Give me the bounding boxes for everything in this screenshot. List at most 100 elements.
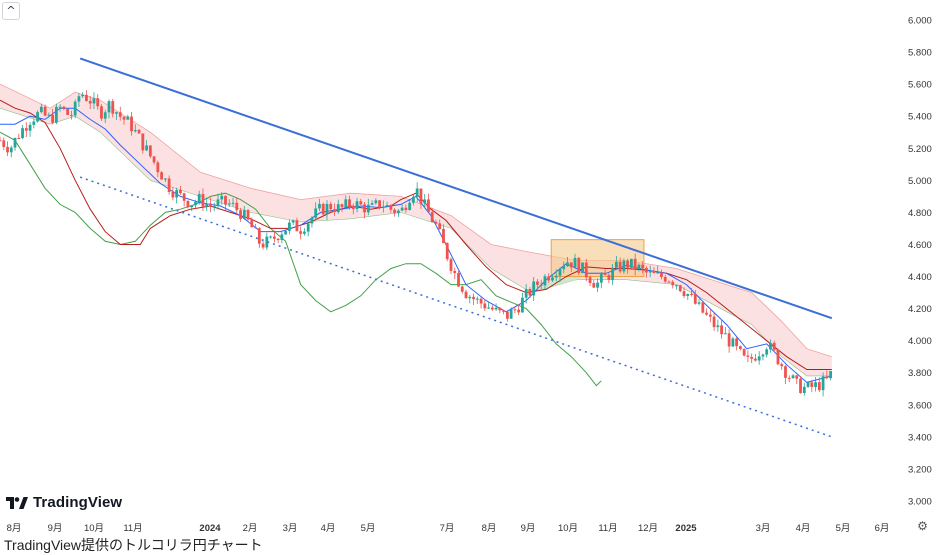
candle-body	[220, 195, 224, 200]
candle-body	[490, 307, 494, 310]
x-tick-label: 4月	[321, 523, 336, 534]
candle-body	[179, 189, 182, 194]
candle-body	[100, 106, 103, 119]
candle-body	[96, 98, 100, 107]
candle-body	[761, 354, 765, 357]
candle-body	[227, 203, 231, 205]
candle-body	[39, 106, 43, 113]
candle-body	[622, 260, 626, 272]
candle-body	[479, 298, 483, 304]
candle-body	[581, 262, 584, 274]
candle-body	[738, 346, 742, 350]
candle-body	[400, 207, 404, 211]
candle-body	[85, 94, 88, 101]
candle-body	[513, 309, 517, 311]
candle-body	[825, 376, 829, 379]
candle-body	[137, 129, 141, 134]
candle-body	[442, 228, 445, 244]
candle-body	[765, 349, 769, 355]
candle-body	[735, 338, 739, 347]
candle-body	[430, 212, 434, 222]
candle-body	[618, 261, 622, 272]
candle-body	[314, 208, 318, 218]
candle-body	[156, 162, 160, 173]
candle-body	[528, 289, 532, 296]
candle-body	[810, 382, 814, 388]
tradingview-logo-text: TradingView	[33, 494, 123, 511]
candle-body	[468, 296, 472, 299]
candle-body	[265, 236, 269, 248]
candle-body	[254, 227, 257, 229]
y-tick-label: 5.000	[908, 176, 932, 187]
candle-body	[671, 281, 675, 286]
candle-body	[28, 124, 32, 131]
candle-body	[577, 257, 581, 274]
candle-body	[521, 297, 524, 313]
candle-body	[772, 342, 776, 350]
candle-body	[543, 276, 547, 286]
candle-body	[374, 200, 378, 204]
candle-body	[453, 270, 457, 274]
candle-body	[381, 206, 385, 208]
candle-body	[13, 137, 17, 148]
candle-body	[333, 209, 336, 213]
x-axis: 8月 9月 10月 11月 2024 2月 3月 4月 5月 7月 8月 9月 10月 11月 12月 202…	[7, 523, 890, 534]
candle-body	[603, 274, 607, 276]
candle-body	[303, 231, 306, 234]
candlesticks	[0, 90, 832, 397]
y-tick-label: 4.000	[908, 336, 932, 347]
candle-body	[32, 121, 36, 125]
candle-body	[494, 307, 498, 310]
x-tick-label: 2月	[243, 523, 258, 534]
candle-body	[412, 196, 415, 203]
candle-body	[720, 325, 723, 335]
candle-body	[73, 101, 77, 116]
highlight-zone	[550, 239, 645, 278]
candle-body	[393, 209, 397, 214]
candle-body	[216, 199, 220, 207]
candle-body	[614, 261, 618, 268]
candle-body	[648, 270, 652, 273]
candle-body	[584, 262, 588, 278]
y-tick-label: 3.200	[908, 464, 932, 475]
candle-body	[596, 282, 599, 288]
candle-body	[821, 376, 825, 391]
candle-body	[51, 114, 55, 123]
candle-body	[70, 114, 73, 116]
cloud-upper-line	[0, 83, 832, 358]
collapse-button[interactable]: ^	[2, 2, 20, 20]
candle-body	[295, 220, 299, 232]
chevron-up-icon: ^	[6, 4, 16, 17]
candle-body	[340, 204, 344, 208]
upper-trendline	[79, 57, 833, 320]
candle-body	[92, 98, 96, 104]
candle-body	[637, 264, 641, 270]
candle-body	[81, 94, 85, 97]
candle-body	[633, 258, 637, 270]
candle-body	[47, 114, 51, 116]
candle-body	[141, 133, 145, 151]
candle-body	[130, 116, 133, 132]
x-tick-label: 8月	[7, 523, 22, 534]
candle-body	[795, 375, 799, 379]
cloud-area	[0, 84, 832, 376]
highlight-rectangle	[550, 239, 645, 278]
candle-body	[539, 284, 543, 286]
candle-body	[787, 377, 791, 379]
settings-button[interactable]: ⚙	[916, 520, 929, 533]
candle-body	[269, 236, 272, 238]
candle-body	[370, 203, 374, 205]
x-tick-label: 9月	[521, 523, 536, 534]
candle-body	[404, 207, 408, 210]
candle-body	[133, 129, 137, 132]
candle-body	[693, 294, 697, 304]
candle-body	[569, 262, 573, 268]
candle-body	[261, 243, 265, 248]
candle-body	[716, 325, 720, 328]
candle-body	[250, 219, 254, 228]
candle-body	[599, 274, 603, 283]
candle-body	[487, 307, 490, 309]
candle-body	[194, 202, 197, 206]
candle-body	[21, 128, 24, 139]
